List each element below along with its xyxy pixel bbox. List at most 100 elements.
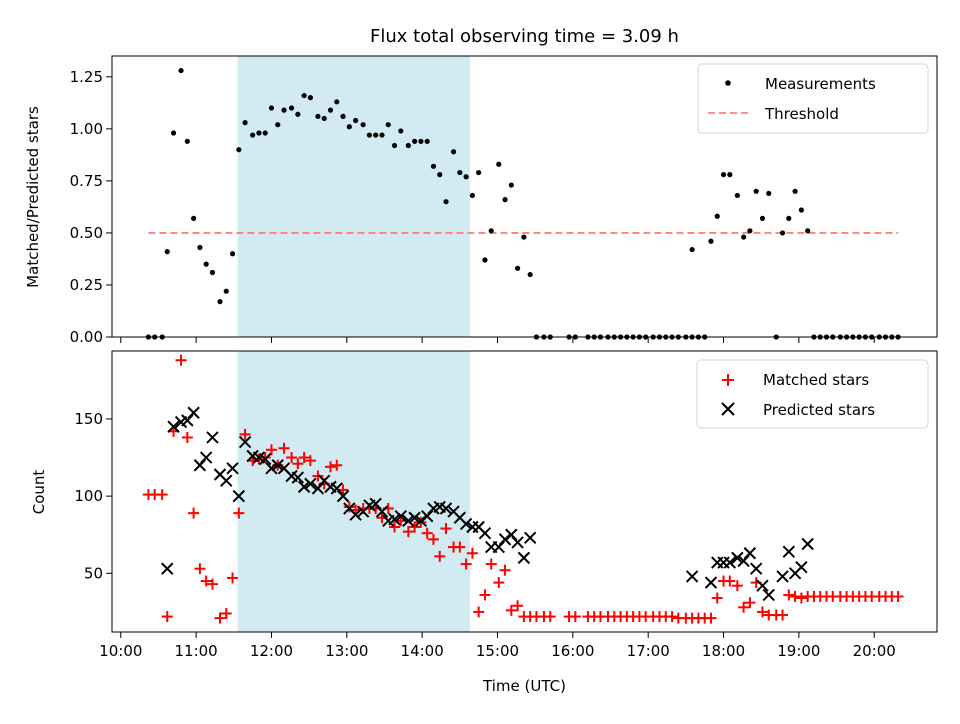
matched-star-point bbox=[312, 470, 324, 482]
matched-star-point bbox=[756, 606, 768, 618]
matched-star-point bbox=[460, 558, 472, 570]
top-y-tick-label: 1.00 bbox=[70, 120, 103, 138]
matched-star-point bbox=[343, 501, 355, 513]
measurement-point bbox=[463, 174, 469, 180]
matched-star-point bbox=[724, 575, 736, 587]
predicted-star-point bbox=[498, 533, 512, 546]
bottom-legend-box bbox=[696, 359, 929, 429]
predicted-star-point bbox=[795, 560, 808, 574]
predicted-star-point bbox=[330, 482, 343, 495]
measurement-point bbox=[373, 132, 379, 138]
predicted-star-point bbox=[304, 477, 317, 490]
bottom-axes-frame bbox=[111, 350, 938, 633]
measurement-point bbox=[321, 115, 327, 122]
predicted-star-point bbox=[161, 562, 174, 575]
matched-star-point bbox=[409, 521, 421, 533]
matched-star-point bbox=[402, 526, 414, 538]
predicted-star-point bbox=[723, 556, 737, 569]
top-y-tick-label: 0.25 bbox=[70, 276, 103, 294]
matched-star-point bbox=[156, 489, 168, 501]
measurement-point bbox=[334, 99, 340, 105]
predicted-star-point bbox=[199, 451, 213, 464]
top-x-ticks bbox=[120, 337, 875, 343]
predicted-star-point bbox=[782, 545, 796, 558]
matched-star-point bbox=[292, 458, 304, 470]
bottom-y-axis: 50 100 150 bbox=[74, 410, 112, 582]
top-y-tick-label: 1.25 bbox=[70, 68, 103, 86]
predicted-star-point bbox=[187, 406, 200, 419]
matched-star-point bbox=[493, 577, 505, 589]
predicted-star-point bbox=[297, 480, 311, 494]
predicted-star-point bbox=[336, 489, 350, 503]
matched-star-point bbox=[161, 611, 173, 623]
measurement-point bbox=[405, 142, 411, 149]
measurement-point bbox=[327, 107, 334, 113]
predicted-star-point bbox=[459, 517, 473, 531]
predicted-star-point bbox=[749, 562, 763, 575]
matched-star-point bbox=[485, 558, 497, 570]
matched-star-point bbox=[304, 455, 316, 467]
matched-star-point bbox=[731, 580, 743, 592]
bottom-x-tick-label: 13:00 bbox=[325, 642, 368, 660]
measurement-point bbox=[766, 190, 772, 196]
measurement-point bbox=[502, 197, 508, 203]
top-legend: Measurements Threshold bbox=[697, 63, 929, 134]
measurement-point bbox=[714, 213, 720, 219]
predicted-star-point bbox=[369, 497, 382, 511]
measurement-point bbox=[295, 111, 301, 117]
matched-star-point bbox=[415, 516, 427, 528]
top-shaded-span bbox=[237, 56, 470, 337]
bottom-x-axis-label: Time (UTC) bbox=[482, 677, 566, 695]
measurement-point bbox=[170, 130, 177, 136]
matched-star-point bbox=[220, 607, 232, 619]
measurement-point bbox=[424, 138, 430, 144]
matched-star-point bbox=[892, 590, 904, 602]
measurement-point bbox=[256, 130, 262, 136]
predicted-star-point bbox=[265, 462, 278, 475]
measurement-point bbox=[178, 67, 184, 74]
measurement-point bbox=[443, 199, 449, 205]
bottom-x-tick-label: 14:00 bbox=[401, 642, 444, 660]
predicted-star-point bbox=[776, 570, 789, 583]
measurement-point bbox=[209, 269, 216, 276]
matched-star-point bbox=[466, 547, 478, 559]
top-panel: 0.00 0.25 0.50 0.75 1.00 1.25 Flux total obse… bbox=[24, 26, 938, 346]
measurement-point bbox=[521, 234, 527, 240]
measurement-point bbox=[250, 132, 256, 138]
matched-star-point bbox=[454, 541, 466, 553]
measurement-point bbox=[391, 142, 398, 149]
bottom-y-axis-label: Count bbox=[30, 470, 48, 515]
predicted-star-point bbox=[291, 471, 305, 484]
bottom-legend: Matched stars Predicted stars bbox=[696, 359, 929, 429]
predicted-star-point bbox=[232, 489, 246, 503]
matched-star-point bbox=[783, 589, 795, 601]
bottom-x-tick-label: 16:00 bbox=[551, 642, 594, 660]
legend-label-measurements: Measurements bbox=[765, 75, 876, 93]
predicted-star-point bbox=[220, 474, 233, 487]
measurement-point bbox=[514, 265, 521, 271]
bottom-x-tick-label: 20:00 bbox=[853, 642, 896, 660]
measurement-point bbox=[747, 228, 753, 234]
bottom-x-axis: 10:00 11:00 12:00 13:00 14:00 15:00 16:00 17:00… bbox=[99, 632, 896, 660]
top-legend-box bbox=[697, 63, 929, 134]
predicted-star-point bbox=[181, 414, 194, 427]
measurement-point bbox=[242, 120, 248, 126]
top-y-tick-label: 0.75 bbox=[70, 172, 103, 190]
predicted-star-point bbox=[238, 435, 252, 449]
matched-star-point bbox=[744, 597, 756, 609]
matched-star-point bbox=[194, 563, 206, 575]
measurement-point bbox=[229, 251, 236, 257]
predicted-star-point bbox=[756, 579, 769, 592]
matched-star-point bbox=[777, 609, 789, 621]
matched-star-point bbox=[795, 592, 807, 604]
measurement-point bbox=[301, 92, 307, 99]
measurement-point bbox=[476, 169, 482, 176]
matched-star-point bbox=[434, 550, 446, 562]
predicted-star-point bbox=[743, 547, 757, 560]
predicted-star-point bbox=[704, 576, 718, 589]
bottom-y-tick-label: 50 bbox=[84, 564, 103, 582]
predicted-star-point bbox=[762, 588, 775, 602]
predicted-star-point bbox=[375, 505, 389, 518]
measurement-point bbox=[307, 95, 314, 101]
matched-star-point bbox=[427, 533, 439, 545]
